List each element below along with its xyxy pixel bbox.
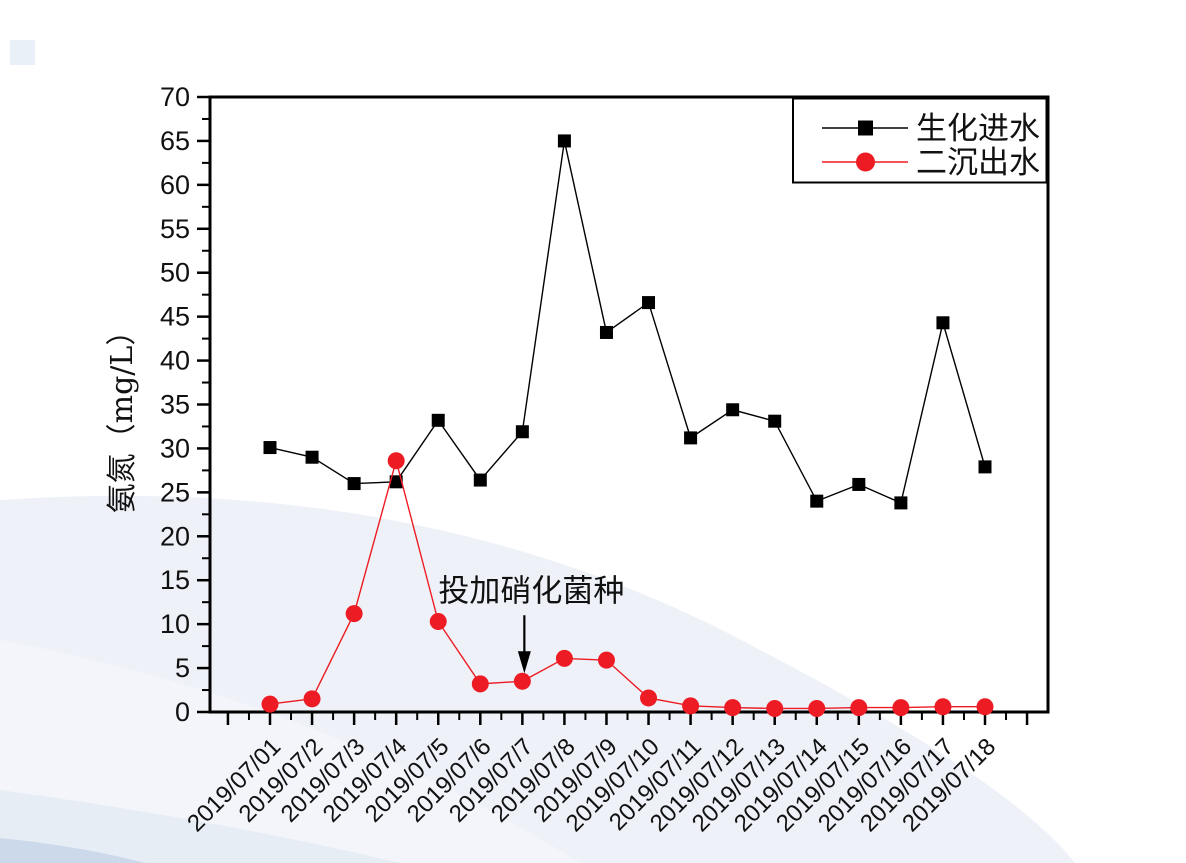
legend-marker-circle (856, 152, 875, 172)
y-axis-title: 氨氮（mg/L） (105, 316, 140, 514)
data-point-circle (892, 699, 910, 717)
data-point-square (305, 450, 319, 464)
data-point-circle (934, 698, 952, 716)
data-point-square (473, 473, 487, 487)
data-point-square (557, 134, 571, 148)
legend-label: 二沉出水 (916, 145, 1040, 181)
y-tick-label: 10 (160, 609, 190, 639)
annotation-text: 投加硝化菌种 (438, 573, 624, 609)
data-point-circle (387, 452, 405, 470)
y-tick-label: 70 (160, 82, 190, 112)
y-tick-label: 40 (160, 346, 190, 376)
data-point-circle (808, 699, 826, 717)
series-生化进水 (263, 134, 992, 510)
y-tick-label: 20 (160, 521, 190, 551)
legend-label: 生化进水 (916, 111, 1040, 147)
data-point-square (347, 477, 361, 491)
y-tick-label: 35 (160, 390, 190, 420)
data-point-circle (345, 605, 363, 623)
legend-item: 生化进水 (822, 111, 1040, 147)
legend-marker-square (858, 120, 873, 136)
data-point-circle (724, 699, 742, 717)
data-point-circle (640, 689, 658, 707)
data-point-circle (261, 695, 279, 713)
data-point-circle (303, 690, 321, 708)
data-point-square (810, 494, 824, 508)
data-point-square (852, 477, 866, 491)
data-point-circle (766, 699, 784, 717)
data-point-square (768, 414, 782, 428)
data-point-circle (471, 675, 489, 693)
data-point-square (642, 296, 656, 310)
data-point-square (936, 316, 950, 330)
data-point-square (515, 425, 529, 439)
series-group (261, 134, 994, 717)
data-point-square (726, 403, 740, 417)
y-tick-label: 65 (160, 126, 190, 156)
data-point-square (389, 475, 403, 489)
y-tick-label: 50 (160, 258, 190, 288)
arrow-down-icon (517, 651, 531, 674)
y-tick-label: 60 (160, 170, 190, 200)
y-tick-label: 15 (160, 565, 190, 595)
annotation: 投加硝化菌种 (438, 573, 624, 674)
data-point-circle (976, 698, 994, 716)
data-point-square (263, 441, 277, 455)
y-tick-label: 25 (160, 477, 190, 507)
data-point-square (599, 325, 613, 339)
data-point-square (978, 460, 992, 474)
data-point-circle (850, 699, 868, 717)
corner-accent-square (10, 40, 35, 65)
data-point-circle (429, 613, 447, 631)
y-tick-label: 5 (175, 653, 190, 683)
y-tick-label: 30 (160, 433, 190, 463)
y-tick-label: 0 (175, 697, 190, 727)
y-tick-label: 55 (160, 214, 190, 244)
data-point-circle (597, 651, 615, 669)
data-point-square (894, 496, 908, 510)
data-point-circle (682, 697, 700, 715)
data-point-square (684, 431, 698, 445)
legend-item: 二沉出水 (822, 145, 1040, 181)
y-tick-label: 45 (160, 302, 190, 332)
data-point-circle (555, 649, 573, 667)
data-point-square (431, 413, 445, 427)
data-point-circle (513, 672, 531, 690)
series-二沉出水 (261, 452, 994, 717)
